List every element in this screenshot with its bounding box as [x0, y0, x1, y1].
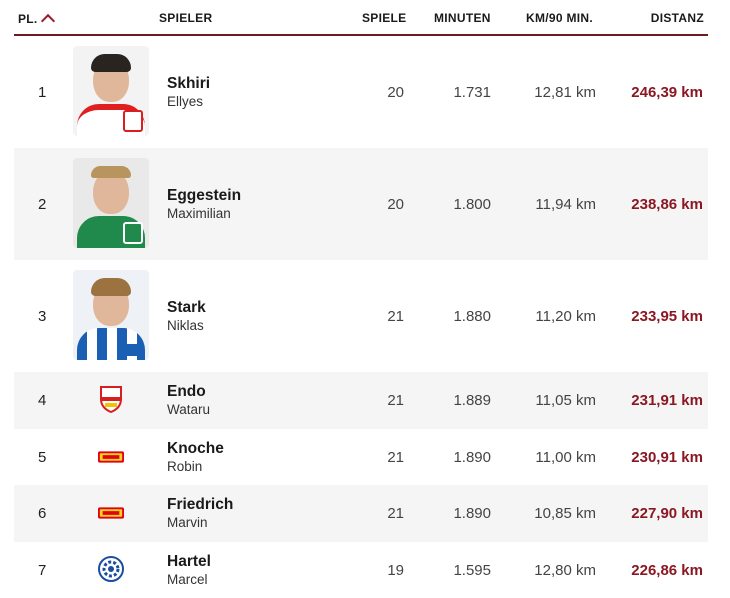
rank-cell: 6	[38, 505, 47, 522]
player-first-name: Niklas	[167, 318, 204, 333]
union-crest-icon	[98, 500, 124, 526]
km-per-90-cell: 11,05 km	[535, 392, 596, 409]
vfb-crest-icon	[98, 386, 124, 413]
sort-ascending-icon	[40, 13, 55, 29]
bielefeld-crest-icon	[98, 555, 124, 582]
player-header[interactable]: SPIELER	[159, 11, 213, 25]
minutes-cell: 1.731	[453, 84, 491, 101]
rank-cell: 2	[38, 196, 47, 213]
player-last-name[interactable]: Eggestein	[167, 187, 242, 204]
table-row[interactable]: 1 Skhiri Ellyes 20 1.731 12,81 km 246,39…	[14, 36, 708, 148]
rank-cell: 4	[38, 392, 47, 409]
minutes-cell: 1.890	[453, 448, 491, 466]
minutes-cell: 1.595	[453, 561, 491, 579]
table-row[interactable]: 2 Eggestein Maximilian 20 1.800 11,94 km…	[14, 148, 708, 260]
player-last-name[interactable]: Endo	[167, 383, 206, 400]
table-row[interactable]: 3 Stark Niklas 21 1.880 11,20 km 233,95 …	[14, 260, 708, 372]
minutes-header[interactable]: MINUTEN	[434, 11, 491, 25]
distance-cell: 231,91 km	[631, 392, 703, 409]
minutes-cell: 1.800	[453, 196, 491, 213]
km-per-90-cell: 11,94 km	[535, 196, 596, 213]
distance-cell: 230,91 km	[631, 448, 703, 466]
rank-cell: 5	[38, 448, 47, 466]
rank-cell: 1	[38, 84, 47, 101]
distance-cell: 227,90 km	[631, 505, 703, 522]
distance-cell: 233,95 km	[631, 308, 703, 325]
player-first-name: Robin	[167, 458, 203, 474]
player-photo	[73, 158, 149, 248]
player-first-name: Wataru	[167, 402, 211, 417]
rank-cell: 7	[38, 561, 47, 579]
games-cell: 19	[387, 561, 404, 579]
table-row[interactable]: 4 Endo Wataru 21 1.889 11,05 km 231,91 k…	[14, 372, 708, 429]
player-first-name: Maximilian	[167, 206, 231, 221]
km-per-90-header[interactable]: KM/90 MIN.	[526, 11, 594, 25]
km-per-90-cell: 12,80 km	[534, 561, 596, 579]
table-row[interactable]: 5 Knoche Robin 21 1.890 11,00 km 230,91 …	[14, 429, 708, 486]
km-per-90-cell: 11,20 km	[535, 308, 596, 325]
minutes-cell: 1.890	[453, 505, 491, 522]
games-cell: 21	[387, 308, 404, 325]
table-header: PL. SPIELER SPIELE MINUTEN KM/90 MIN. DI…	[14, 0, 708, 36]
km-per-90-cell: 12,81 km	[534, 84, 596, 101]
minutes-cell: 1.880	[453, 308, 491, 325]
games-cell: 20	[387, 196, 404, 213]
distance-cell: 226,86 km	[631, 561, 703, 579]
running-distance-table: PL. SPIELER SPIELE MINUTEN KM/90 MIN. DI…	[14, 0, 708, 598]
km-per-90-cell: 11,00 km	[535, 448, 596, 466]
games-cell: 21	[387, 392, 404, 409]
player-first-name: Ellyes	[167, 94, 204, 109]
sort-by-rank-header[interactable]: PL.	[18, 11, 55, 29]
km-per-90-cell: 10,85 km	[534, 505, 596, 522]
player-last-name[interactable]: Friedrich	[167, 496, 234, 513]
table-row[interactable]: 6 Friedrich Marvin 21 1.890 10,85 km 227…	[14, 485, 708, 542]
union-crest-icon	[98, 444, 124, 470]
distance-header[interactable]: DISTANZ	[650, 11, 704, 25]
minutes-cell: 1.889	[453, 392, 491, 409]
games-header[interactable]: SPIELE	[362, 11, 407, 25]
player-last-name[interactable]: Hartel	[167, 552, 211, 570]
player-last-name[interactable]: Stark	[167, 299, 206, 316]
player-first-name: Marcel	[167, 571, 208, 587]
player-photo	[73, 46, 149, 136]
hertha-crest-icon	[121, 344, 143, 356]
player-last-name[interactable]: Knoche	[167, 439, 224, 457]
player-first-name: Marvin	[167, 515, 208, 530]
rank-cell: 3	[38, 308, 47, 325]
games-cell: 20	[387, 84, 404, 101]
games-cell: 21	[387, 448, 404, 466]
werder-crest-icon	[123, 222, 143, 244]
distance-cell: 246,39 km	[631, 84, 703, 101]
distance-cell: 238,86 km	[631, 196, 703, 213]
koeln-crest-icon	[123, 110, 143, 132]
games-cell: 21	[387, 505, 404, 522]
table-row[interactable]: 7 Hartel Marcel 19 1.595 12,80 km 226,86…	[14, 542, 708, 598]
player-last-name[interactable]: Skhiri	[167, 75, 211, 92]
player-photo	[73, 270, 149, 360]
rank-header-label: PL.	[18, 11, 38, 26]
